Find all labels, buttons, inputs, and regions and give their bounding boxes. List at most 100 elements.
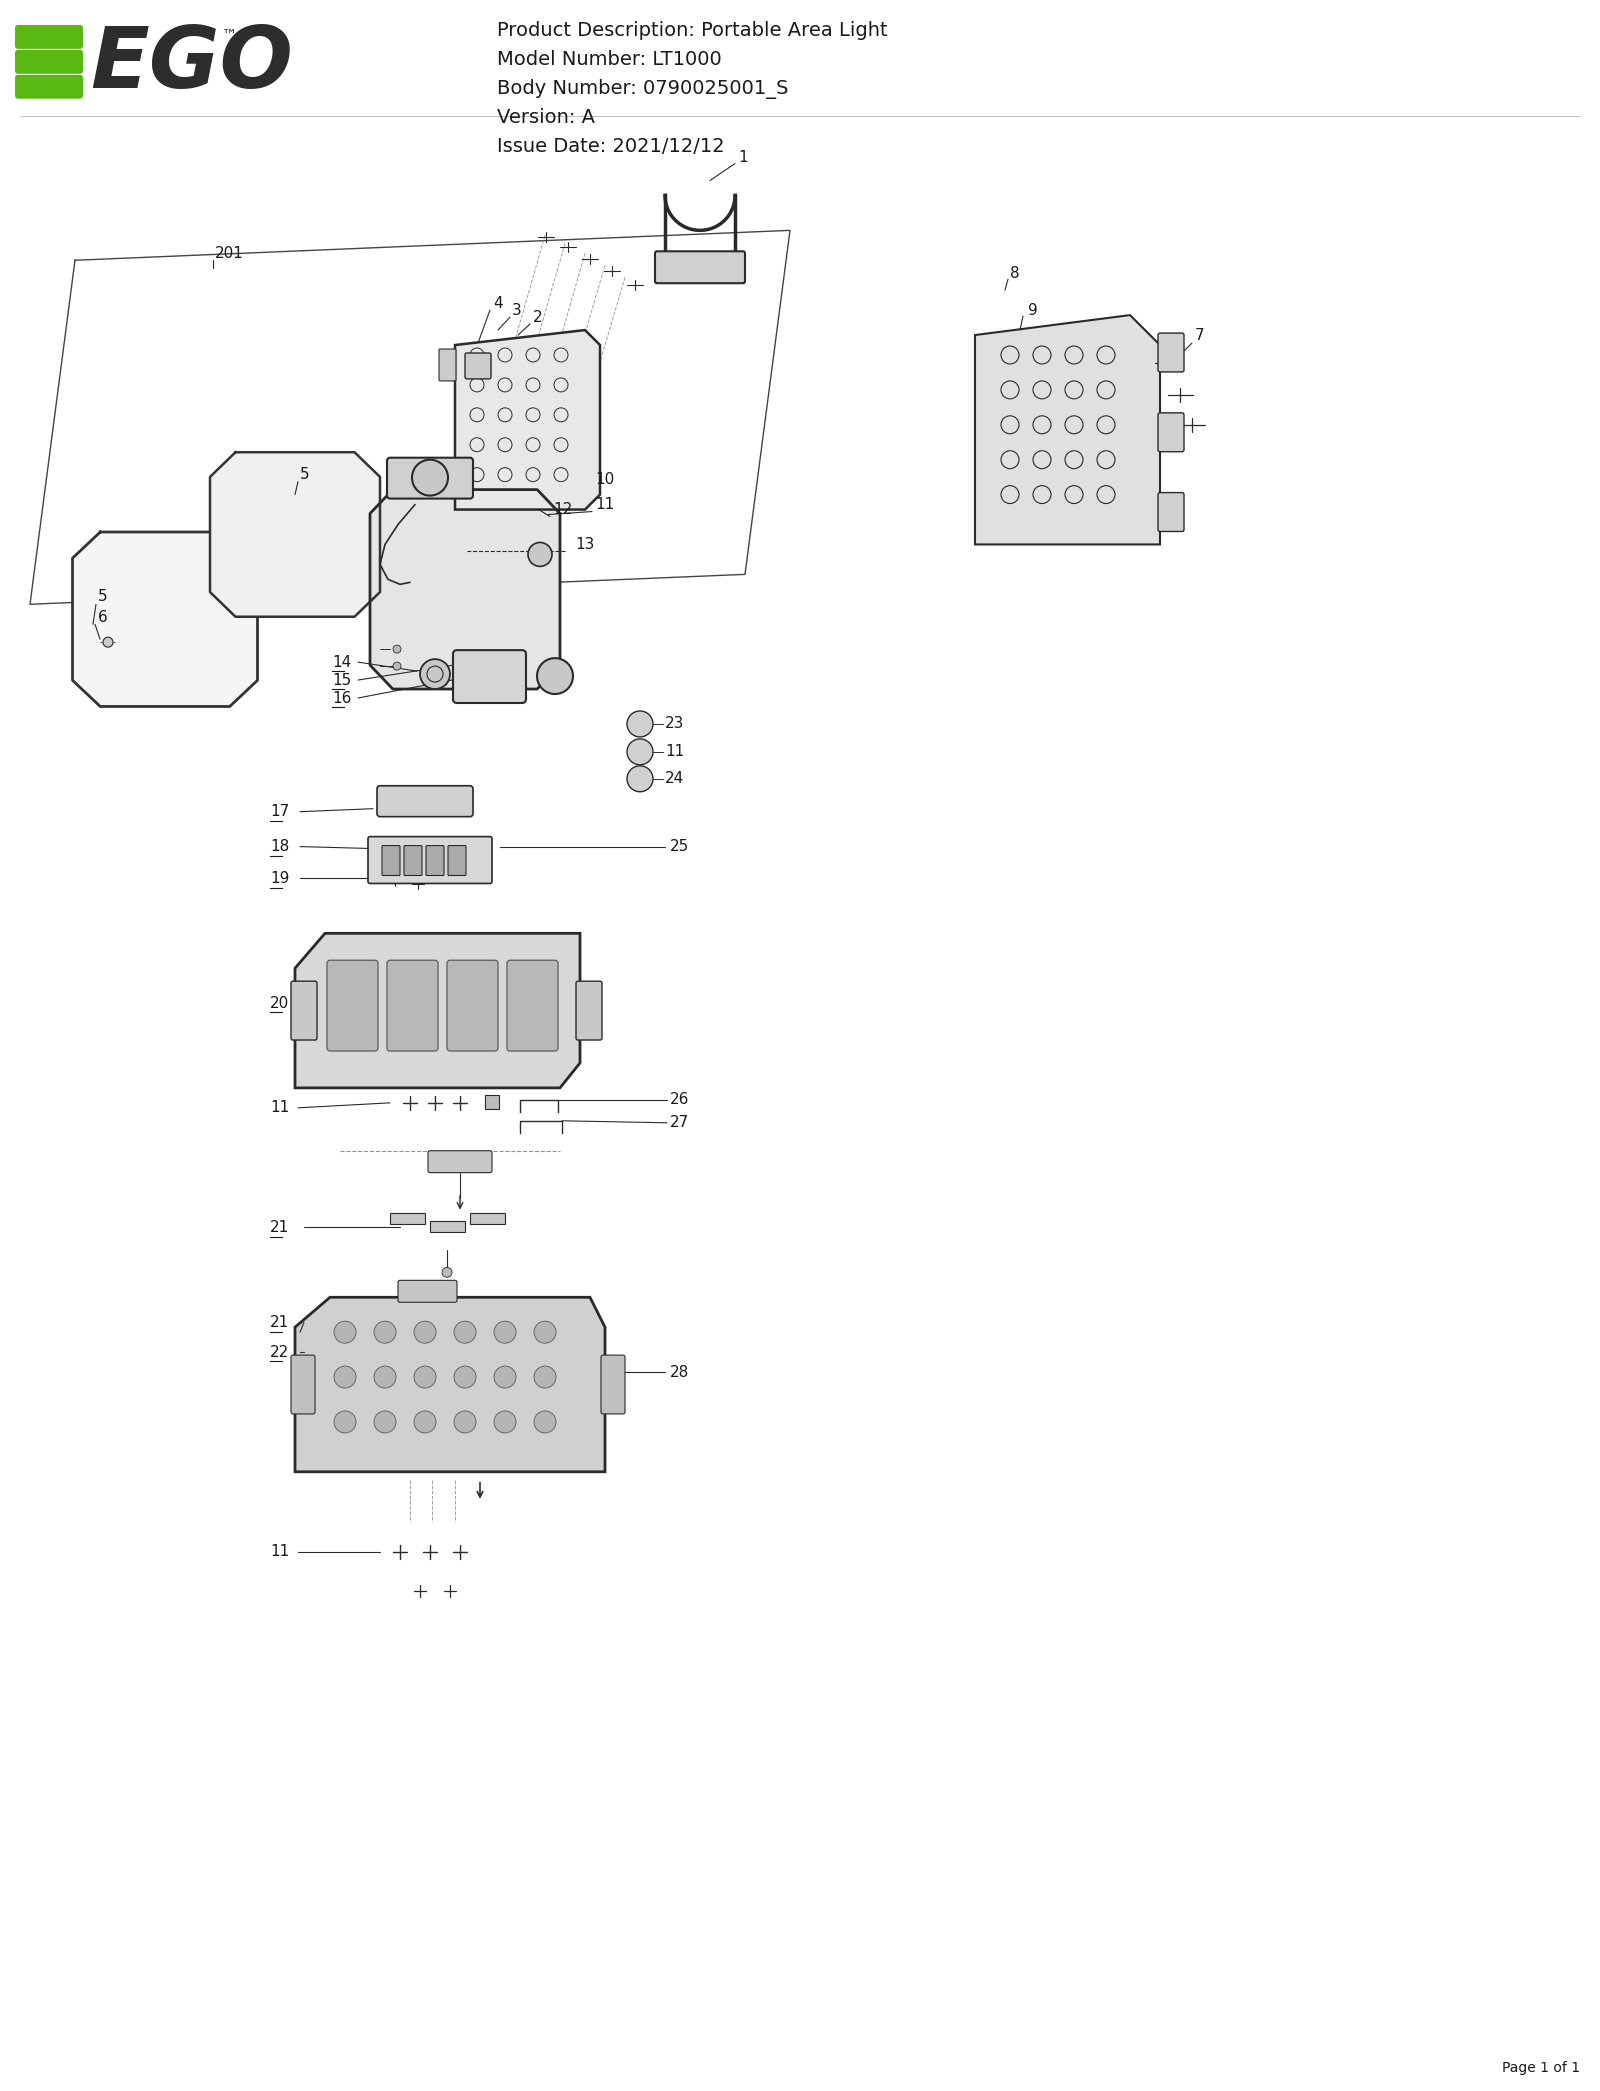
Circle shape xyxy=(528,542,552,567)
Circle shape xyxy=(374,1322,397,1342)
FancyBboxPatch shape xyxy=(448,845,466,876)
FancyBboxPatch shape xyxy=(14,75,83,98)
Text: 21: 21 xyxy=(270,1219,290,1236)
Circle shape xyxy=(454,1365,477,1388)
FancyBboxPatch shape xyxy=(654,251,746,282)
Text: 9: 9 xyxy=(1027,303,1038,318)
Text: 21: 21 xyxy=(270,1315,290,1330)
FancyBboxPatch shape xyxy=(438,458,456,491)
Circle shape xyxy=(534,1322,557,1342)
Text: 5: 5 xyxy=(301,466,310,483)
Text: 24: 24 xyxy=(666,772,685,786)
Polygon shape xyxy=(470,1213,506,1225)
FancyBboxPatch shape xyxy=(466,353,491,378)
Text: 25: 25 xyxy=(670,838,690,853)
Text: 28: 28 xyxy=(670,1365,690,1380)
Text: 15: 15 xyxy=(333,673,352,688)
FancyBboxPatch shape xyxy=(426,845,445,876)
Text: Issue Date: 2021/12/12: Issue Date: 2021/12/12 xyxy=(498,136,725,155)
Circle shape xyxy=(419,659,450,690)
FancyBboxPatch shape xyxy=(378,786,474,818)
Polygon shape xyxy=(294,1296,605,1472)
Circle shape xyxy=(413,460,448,496)
Text: 16: 16 xyxy=(333,690,352,705)
Circle shape xyxy=(534,1365,557,1388)
FancyBboxPatch shape xyxy=(14,25,83,48)
Polygon shape xyxy=(72,531,258,707)
Text: 4: 4 xyxy=(493,295,502,312)
Polygon shape xyxy=(454,330,600,510)
Text: Body Number: 0790025001_S: Body Number: 0790025001_S xyxy=(498,79,789,98)
Circle shape xyxy=(454,1411,477,1432)
FancyBboxPatch shape xyxy=(438,349,456,381)
FancyBboxPatch shape xyxy=(398,1280,458,1303)
FancyBboxPatch shape xyxy=(403,845,422,876)
Text: 5: 5 xyxy=(98,590,107,604)
Text: 2: 2 xyxy=(533,309,542,324)
FancyBboxPatch shape xyxy=(382,845,400,876)
Text: ™: ™ xyxy=(222,27,237,44)
FancyBboxPatch shape xyxy=(387,960,438,1052)
Circle shape xyxy=(627,711,653,736)
Text: 22: 22 xyxy=(270,1345,290,1359)
FancyBboxPatch shape xyxy=(326,960,378,1052)
Polygon shape xyxy=(430,1221,466,1232)
Circle shape xyxy=(494,1322,515,1342)
Text: 12: 12 xyxy=(554,502,573,516)
FancyBboxPatch shape xyxy=(1158,332,1184,372)
Circle shape xyxy=(627,765,653,792)
Polygon shape xyxy=(210,452,381,617)
Text: 14: 14 xyxy=(333,654,352,669)
Text: 11: 11 xyxy=(666,744,685,759)
Text: Product Description: Portable Area Light: Product Description: Portable Area Light xyxy=(498,21,888,40)
FancyBboxPatch shape xyxy=(507,960,558,1052)
Text: 27: 27 xyxy=(670,1115,690,1131)
FancyBboxPatch shape xyxy=(1158,412,1184,452)
Circle shape xyxy=(394,663,402,669)
FancyBboxPatch shape xyxy=(453,650,526,703)
Text: 11: 11 xyxy=(270,1100,290,1115)
Circle shape xyxy=(102,638,114,646)
Circle shape xyxy=(374,1411,397,1432)
Polygon shape xyxy=(390,1213,426,1225)
Circle shape xyxy=(394,646,402,652)
Polygon shape xyxy=(974,316,1160,544)
Bar xyxy=(485,1096,499,1108)
Text: 11: 11 xyxy=(270,1543,290,1560)
Text: 8: 8 xyxy=(1010,266,1019,280)
Text: 18: 18 xyxy=(270,838,290,853)
FancyBboxPatch shape xyxy=(387,458,474,498)
Circle shape xyxy=(414,1365,435,1388)
Text: Version: A: Version: A xyxy=(498,109,595,128)
Circle shape xyxy=(538,659,573,694)
FancyBboxPatch shape xyxy=(291,981,317,1039)
Text: 19: 19 xyxy=(270,872,290,887)
FancyBboxPatch shape xyxy=(14,50,83,73)
Text: 13: 13 xyxy=(574,537,594,552)
Circle shape xyxy=(334,1322,355,1342)
Polygon shape xyxy=(294,933,579,1087)
Text: 1: 1 xyxy=(738,151,747,165)
Circle shape xyxy=(374,1365,397,1388)
Circle shape xyxy=(334,1365,355,1388)
Text: EGO: EGO xyxy=(90,23,293,107)
Circle shape xyxy=(454,1322,477,1342)
Text: 201: 201 xyxy=(214,247,243,261)
FancyBboxPatch shape xyxy=(576,981,602,1039)
Text: Model Number: LT1000: Model Number: LT1000 xyxy=(498,50,722,69)
Text: Page 1 of 1: Page 1 of 1 xyxy=(1502,2062,1581,2074)
Circle shape xyxy=(442,1267,453,1278)
FancyBboxPatch shape xyxy=(368,836,493,884)
Text: 7: 7 xyxy=(1195,328,1205,343)
Text: 11: 11 xyxy=(595,498,614,512)
Circle shape xyxy=(534,1411,557,1432)
Text: 3: 3 xyxy=(512,303,522,318)
FancyBboxPatch shape xyxy=(446,960,498,1052)
Polygon shape xyxy=(370,489,560,690)
Circle shape xyxy=(494,1365,515,1388)
Text: 20: 20 xyxy=(270,995,290,1010)
FancyBboxPatch shape xyxy=(291,1355,315,1414)
Text: 23: 23 xyxy=(666,717,685,732)
Circle shape xyxy=(414,1322,435,1342)
Circle shape xyxy=(334,1411,355,1432)
